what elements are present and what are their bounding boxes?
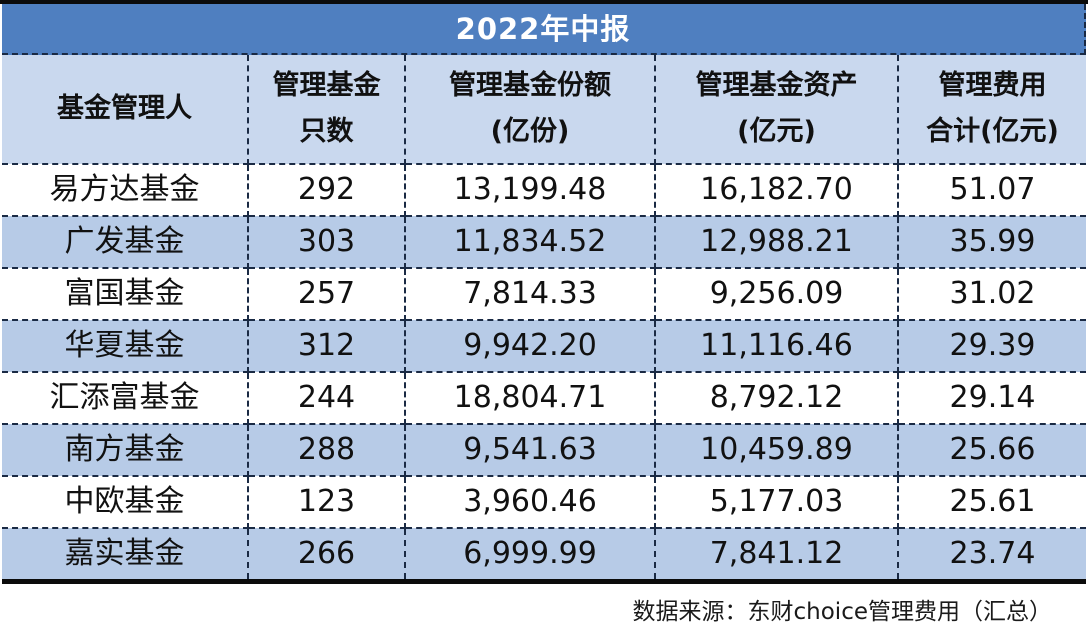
- cell-assets: 5,177.03: [655, 476, 899, 529]
- header-assets: 管理基金资产 (亿元): [655, 55, 899, 165]
- header-text: 管理基金: [272, 70, 381, 101]
- header-unit: (亿份): [490, 116, 570, 147]
- cell-manager: 广发基金: [2, 216, 249, 269]
- data-source-note: 数据来源：东财choice管理费用（汇总）: [632, 599, 1052, 625]
- cell-assets: 16,182.70: [655, 164, 899, 217]
- cell-manager: 汇添富基金: [2, 372, 249, 425]
- cell-manager: 嘉实基金: [2, 528, 249, 584]
- cell-fund-count: 257: [248, 268, 406, 321]
- table-row: 汇添富基金 244 18,804.71 8,792.12 29.14: [2, 372, 1086, 425]
- table-row: 易方达基金 292 13,199.48 16,182.70 51.07: [2, 164, 1086, 217]
- cell-fees: 31.02: [898, 268, 1086, 321]
- cell-shares: 18,804.71: [405, 372, 656, 425]
- header-row: 基金管理人 管理基金只数 管理基金份额 (亿份) 管理基金资产 (亿元) 管理费用合…: [2, 55, 1086, 165]
- cell-manager: 易方达基金: [2, 164, 249, 217]
- cell-fees: 29.39: [898, 320, 1086, 373]
- cell-fund-count: 288: [248, 424, 406, 477]
- cell-shares: 7,814.33: [405, 268, 656, 321]
- cell-fund-count: 292: [248, 164, 406, 217]
- cell-assets: 10,459.89: [655, 424, 899, 477]
- cell-shares: 13,199.48: [405, 164, 656, 217]
- table-row: 中欧基金 123 3,960.46 5,177.03 25.61: [2, 476, 1086, 529]
- header-fees: 管理费用合计(亿元): [898, 55, 1086, 165]
- fund-fee-table-card: 2022年中报 基金管理人 管理基金只数 管理基金份额 (亿份) 管理基金资产 (亿…: [2, 4, 1086, 584]
- table-title: 2022年中报: [2, 4, 1086, 55]
- table-row: 富国基金 257 7,814.33 9,256.09 31.02: [2, 268, 1086, 321]
- cell-shares: 9,942.20: [405, 320, 656, 373]
- cell-manager: 南方基金: [2, 424, 249, 477]
- cell-fund-count: 266: [248, 528, 406, 584]
- header-unit: 只数: [299, 116, 354, 147]
- cell-shares: 11,834.52: [405, 216, 656, 269]
- cell-fees: 25.66: [898, 424, 1086, 477]
- cell-manager: 中欧基金: [2, 476, 249, 529]
- header-text: 基金管理人: [57, 93, 192, 124]
- header-text: 管理基金资产: [695, 70, 858, 101]
- cell-fund-count: 303: [248, 216, 406, 269]
- cell-assets: 8,792.12: [655, 372, 899, 425]
- fund-manager-table: 基金管理人 管理基金只数 管理基金份额 (亿份) 管理基金资产 (亿元) 管理费用合…: [2, 55, 1086, 584]
- cell-fund-count: 123: [248, 476, 406, 529]
- cell-fees: 51.07: [898, 164, 1086, 217]
- cell-fund-count: 244: [248, 372, 406, 425]
- cell-fees: 25.61: [898, 476, 1086, 529]
- cell-shares: 6,999.99: [405, 528, 656, 584]
- header-text: 管理费用: [938, 70, 1047, 101]
- header-fund-count: 管理基金 只数: [248, 55, 406, 165]
- cell-assets: 9,256.09: [655, 268, 899, 321]
- table-row: 广发基金 303 11,834.52 12,988.21 35.99: [2, 216, 1086, 269]
- cell-fees: 35.99: [898, 216, 1086, 269]
- header-text: 管理基金份额: [449, 70, 611, 101]
- table-row: 南方基金 288 9,541.63 10,459.89 25.66: [2, 424, 1086, 477]
- header-unit: 合计(亿元): [926, 116, 1059, 147]
- cell-assets: 11,116.46: [655, 320, 899, 373]
- table-row: 华夏基金 312 9,942.20 11,116.46 29.39: [2, 320, 1086, 373]
- cell-manager: 华夏基金: [2, 320, 249, 373]
- cell-shares: 3,960.46: [405, 476, 656, 529]
- cell-shares: 9,541.63: [405, 424, 656, 477]
- table-row: 嘉实基金 266 6,999.99 7,841.12 23.74: [2, 528, 1086, 584]
- cell-fees: 23.74: [898, 528, 1086, 584]
- cell-assets: 12,988.21: [655, 216, 899, 269]
- cell-fees: 29.14: [898, 372, 1086, 425]
- header-unit: (亿元): [737, 116, 816, 147]
- header-shares: 管理基金份额 (亿份): [405, 55, 656, 165]
- header-manager: 基金管理人: [2, 55, 249, 165]
- cell-assets: 7,841.12: [655, 528, 899, 584]
- cell-fund-count: 312: [248, 320, 406, 373]
- top-border: [0, 0, 1088, 4]
- cell-manager: 富国基金: [2, 268, 249, 321]
